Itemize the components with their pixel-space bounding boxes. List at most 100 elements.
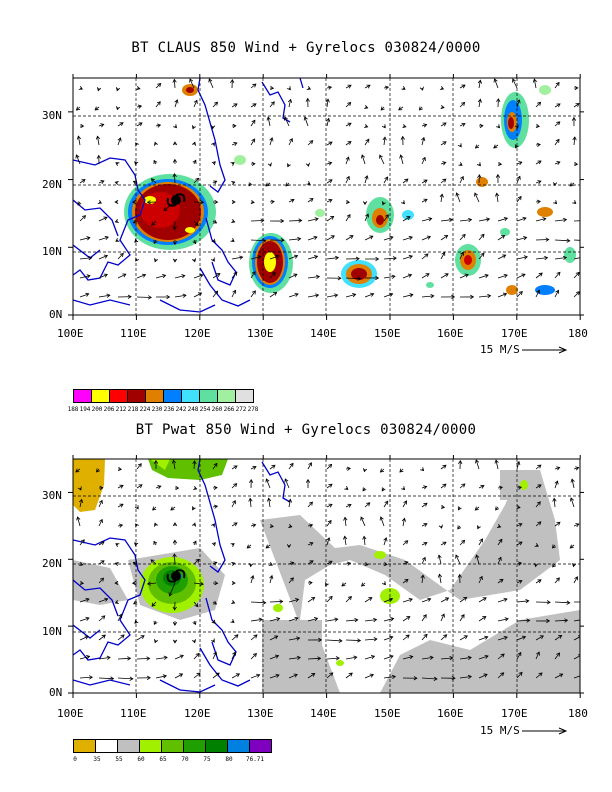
wind-vector-head bbox=[296, 636, 301, 641]
wind-vector-head bbox=[114, 561, 119, 567]
wind-vector bbox=[345, 619, 358, 622]
wind-vector-head bbox=[522, 216, 527, 221]
wind-vector-head bbox=[373, 637, 378, 642]
wind-vector-head bbox=[246, 544, 251, 549]
wind-vector bbox=[497, 293, 507, 298]
wind-vector-head bbox=[448, 217, 454, 223]
wind-vector-head bbox=[163, 655, 168, 660]
wind-vector-head bbox=[474, 506, 479, 511]
wind-vector-head bbox=[211, 257, 215, 262]
wind-vector bbox=[212, 672, 220, 679]
wind-vector bbox=[98, 634, 106, 641]
wind-vector bbox=[554, 82, 560, 89]
wind-vector bbox=[326, 118, 330, 127]
wind-vector-head bbox=[334, 255, 340, 261]
wind-vector-head bbox=[252, 465, 257, 470]
wind-vector-head bbox=[575, 271, 580, 276]
wind-vector bbox=[250, 618, 263, 622]
wind-vector-head bbox=[564, 618, 569, 623]
wind-vector-head bbox=[496, 98, 501, 103]
wind-vector-head bbox=[150, 559, 155, 564]
wind-vector bbox=[478, 218, 490, 222]
y-tick-label: 20N bbox=[42, 557, 62, 570]
wind-vector-head bbox=[119, 252, 124, 257]
wind-vector-head bbox=[132, 219, 138, 224]
wind-vector-head bbox=[555, 577, 560, 582]
wind-vector-head bbox=[402, 123, 407, 129]
wind-vector bbox=[476, 554, 480, 565]
wind-vector bbox=[231, 256, 243, 260]
wind-vector bbox=[269, 618, 280, 622]
wind-vector-head bbox=[569, 182, 574, 187]
wind-vector bbox=[269, 101, 275, 108]
wind-vector-head bbox=[440, 104, 445, 110]
colorbar-label: 70 bbox=[181, 756, 189, 763]
wind-vector-head bbox=[474, 192, 479, 197]
wind-vector bbox=[174, 655, 184, 660]
wind-vector-head bbox=[349, 235, 354, 239]
wind-vector-head bbox=[256, 673, 261, 678]
wind-vector-head bbox=[325, 98, 330, 103]
wind-vector-head bbox=[335, 656, 340, 661]
wind-vector bbox=[440, 634, 447, 641]
wind-vector bbox=[402, 236, 413, 241]
wind-vector-head bbox=[213, 504, 219, 509]
wind-vector-head bbox=[258, 617, 263, 622]
wind-vector bbox=[250, 271, 256, 279]
wind-vector-head bbox=[381, 487, 386, 492]
wind-vector bbox=[421, 575, 424, 584]
wind-vector-head bbox=[118, 523, 124, 528]
wind-vector-head bbox=[493, 78, 498, 83]
wind-vector-head bbox=[537, 484, 542, 489]
wind-vector-head bbox=[442, 541, 447, 546]
wind-vector bbox=[250, 138, 256, 146]
wind-vector-head bbox=[406, 616, 411, 620]
wind-vector-head bbox=[559, 673, 564, 678]
wind-vector-head bbox=[153, 258, 159, 263]
wind-vector-head bbox=[443, 634, 448, 639]
pwat-coastlines bbox=[73, 459, 291, 693]
wind-vector-head bbox=[252, 290, 256, 295]
wind-vector bbox=[117, 273, 126, 279]
x-tick-label: 170E bbox=[501, 327, 528, 340]
wind-vector-head bbox=[373, 617, 378, 623]
wind-vector bbox=[193, 653, 200, 660]
wind-vector-head bbox=[135, 257, 139, 262]
wind-vector-head bbox=[556, 271, 561, 276]
wind-vector bbox=[136, 484, 143, 489]
wind-vector-head bbox=[536, 651, 540, 656]
wind-vector bbox=[364, 638, 377, 641]
wind-vector-head bbox=[162, 674, 168, 679]
wind-vector-head bbox=[79, 580, 85, 586]
wind-vector-head bbox=[503, 216, 509, 222]
wind-vector bbox=[402, 598, 413, 603]
wind-vector-head bbox=[251, 138, 256, 143]
colorbar-label: 272 bbox=[235, 406, 247, 413]
wind-vector bbox=[361, 154, 366, 165]
wind-vector bbox=[497, 254, 506, 260]
wind-vector bbox=[79, 499, 83, 508]
wind-vector-head bbox=[480, 252, 485, 257]
wind-vector-head bbox=[118, 613, 123, 618]
wind-vector bbox=[326, 464, 332, 470]
wind-vector-head bbox=[287, 498, 293, 503]
wind-vector bbox=[516, 523, 523, 527]
wind-vector bbox=[307, 462, 312, 470]
wind-vector bbox=[345, 639, 361, 641]
wind-vector-head bbox=[365, 213, 369, 218]
wind-vector-head bbox=[392, 256, 397, 261]
wind-vector bbox=[98, 598, 108, 603]
wind-vector-head bbox=[404, 178, 409, 183]
wind-vector bbox=[174, 673, 183, 679]
wind-vector-head bbox=[554, 480, 559, 485]
wind-vector-head bbox=[314, 617, 319, 622]
scale-arrow bbox=[522, 727, 568, 735]
wind-vector-head bbox=[153, 141, 159, 146]
wind-vector bbox=[554, 139, 560, 146]
wind-vector-head bbox=[119, 122, 124, 127]
wind-vector-head bbox=[334, 617, 339, 622]
wind-vector-head bbox=[537, 180, 542, 185]
wind-vector-head bbox=[275, 673, 280, 678]
wind-vector-head bbox=[233, 271, 238, 276]
wind-vector-head bbox=[474, 459, 480, 464]
